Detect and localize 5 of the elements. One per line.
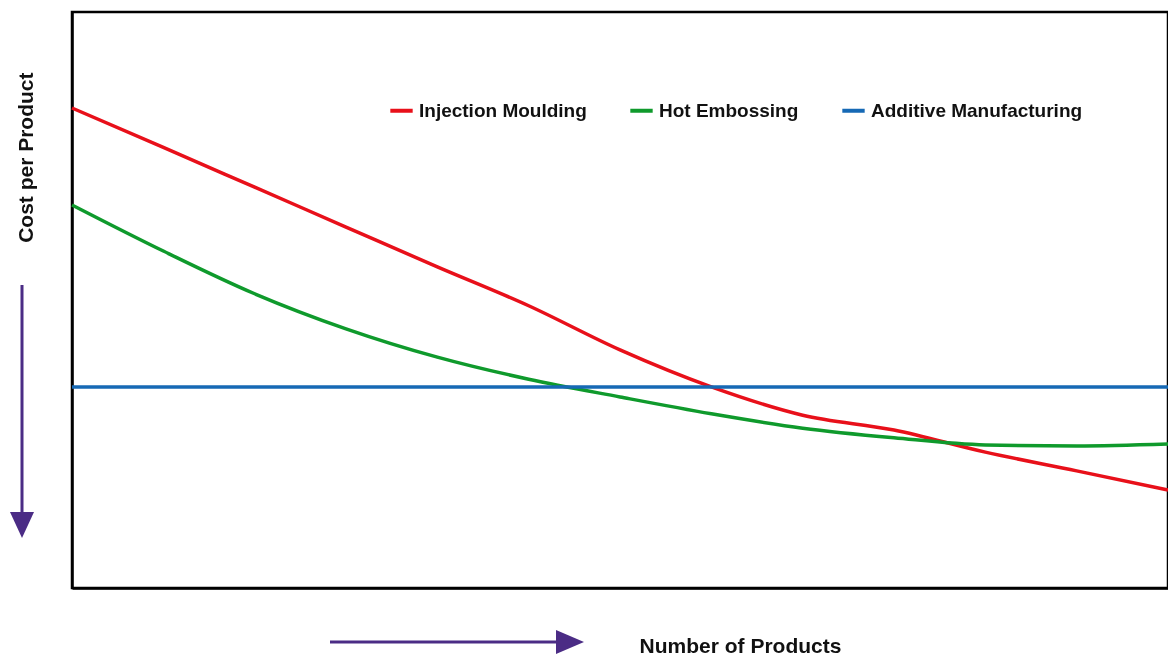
y-axis-title: Cost per Product — [13, 72, 37, 243]
x-axis-title: Number of Products — [639, 633, 842, 654]
legend-label: Hot Embossing — [659, 99, 799, 121]
legend-label: Additive Manufacturing — [871, 99, 1083, 121]
legend-label: Injection Moulding — [419, 99, 587, 121]
